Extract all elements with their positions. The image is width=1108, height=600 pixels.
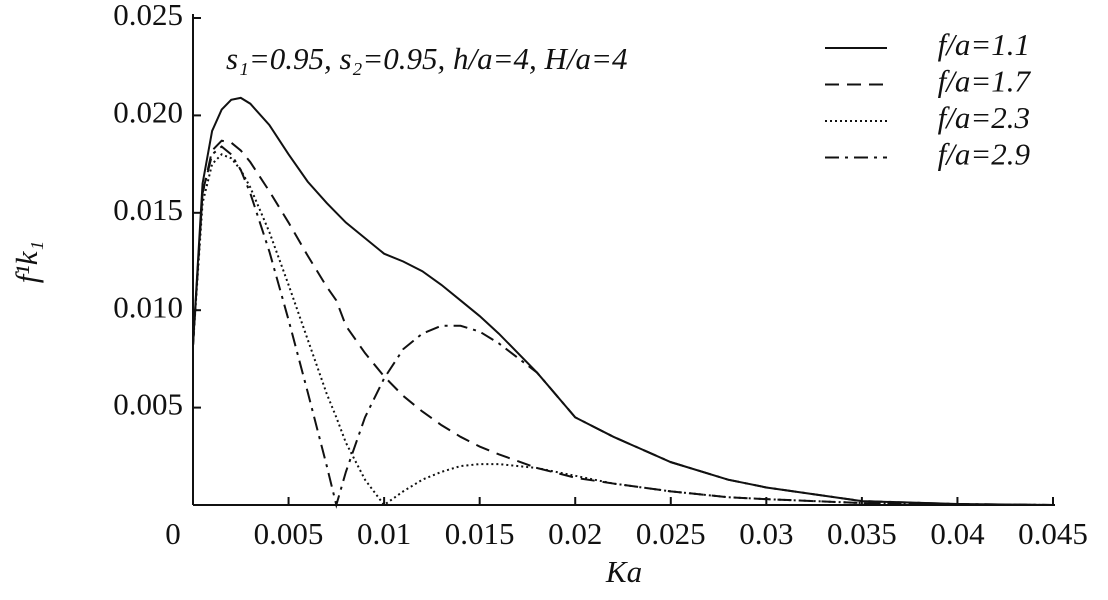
x-tick-label: 0.03: [739, 516, 793, 551]
x-axis-label: Ka: [605, 554, 642, 589]
x-tick-label: 0: [165, 516, 181, 551]
x-tick-label: 0.025: [636, 516, 706, 551]
line-series: [192, 145, 1054, 509]
x-tick-label: 0.005: [254, 516, 324, 551]
legend-label: f/a=1.7: [938, 64, 1032, 99]
y-axis-label: f¹k₁: [9, 241, 44, 283]
y-tick-label: 0.010: [113, 289, 183, 324]
legend-label: f/a=2.3: [938, 100, 1030, 135]
x-tick-label: 0.04: [930, 516, 985, 551]
x-tick-label: 0.035: [827, 516, 897, 551]
y-tick-label: 0.020: [113, 95, 183, 130]
x-tick-label: 0.045: [1018, 516, 1088, 551]
x-tick-label: 0.015: [445, 516, 515, 551]
legend-label: f/a=1.1: [938, 27, 1030, 62]
line-series: [192, 153, 1054, 507]
y-tick-label: 0.005: [113, 387, 183, 422]
legend-label: f/a=2.9: [938, 137, 1030, 172]
y-tick-label: 0.015: [113, 192, 183, 227]
annotation: s₁=0.95, s₂=0.95, h/a=4, H/a=4: [226, 41, 627, 76]
y-tick-label: 0.025: [113, 0, 183, 32]
x-tick-label: 0.01: [357, 516, 411, 551]
line-series: [192, 96, 1054, 506]
x-tick-label: 0.02: [548, 516, 602, 551]
